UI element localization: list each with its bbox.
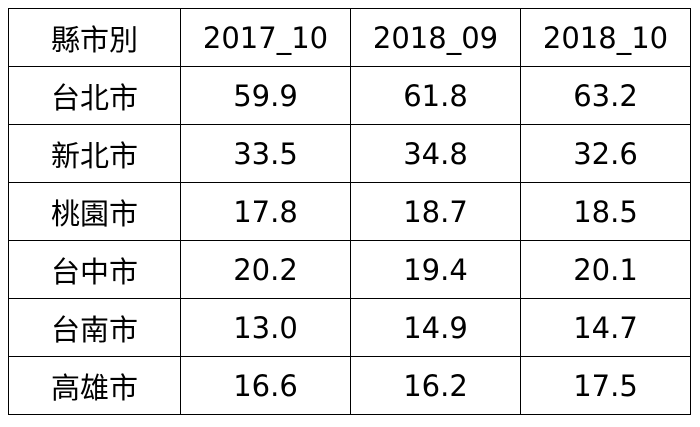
data-table: 縣市別 2017_10 2018_09 2018_10 台北市 59.9 61.8 63.2… <box>8 8 691 415</box>
value-cell: 14.9 <box>350 298 521 357</box>
value-cell: 19.4 <box>350 240 521 299</box>
table-row: 台中市 20.2 19.4 20.1 <box>8 240 691 299</box>
header-cell: 2017_10 <box>180 8 351 67</box>
value-cell: 20.1 <box>520 240 691 299</box>
table-row: 台南市 13.0 14.9 14.7 <box>8 298 691 357</box>
value-cell: 18.7 <box>350 182 521 241</box>
value-cell: 59.9 <box>180 66 351 125</box>
value-cell: 17.8 <box>180 182 351 241</box>
value-cell: 13.0 <box>180 298 351 357</box>
header-cell: 縣市別 <box>8 8 181 67</box>
value-cell: 63.2 <box>520 66 691 125</box>
header-cell: 2018_09 <box>350 8 521 67</box>
table-container: 縣市別 2017_10 2018_09 2018_10 台北市 59.9 61.8 63.2… <box>8 8 691 415</box>
value-cell: 61.8 <box>350 66 521 125</box>
row-label: 高雄市 <box>8 356 181 415</box>
value-cell: 16.6 <box>180 356 351 415</box>
table-row: 台北市 59.9 61.8 63.2 <box>8 66 691 125</box>
row-label: 台中市 <box>8 240 181 299</box>
table-body: 台北市 59.9 61.8 63.2 新北市 33.5 34.8 32.6 桃園市 17.8 18.… <box>8 66 691 415</box>
table-row: 高雄市 16.6 16.2 17.5 <box>8 356 691 415</box>
value-cell: 20.2 <box>180 240 351 299</box>
value-cell: 32.6 <box>520 124 691 183</box>
value-cell: 14.7 <box>520 298 691 357</box>
value-cell: 16.2 <box>350 356 521 415</box>
row-label: 桃園市 <box>8 182 181 241</box>
value-cell: 17.5 <box>520 356 691 415</box>
table-row: 新北市 33.5 34.8 32.6 <box>8 124 691 183</box>
value-cell: 33.5 <box>180 124 351 183</box>
value-cell: 18.5 <box>520 182 691 241</box>
header-cell: 2018_10 <box>520 8 691 67</box>
table-header: 縣市別 2017_10 2018_09 2018_10 <box>8 8 691 67</box>
row-label: 新北市 <box>8 124 181 183</box>
row-label: 台南市 <box>8 298 181 357</box>
value-cell: 34.8 <box>350 124 521 183</box>
row-label: 台北市 <box>8 66 181 125</box>
header-row: 縣市別 2017_10 2018_09 2018_10 <box>8 8 691 67</box>
table-row: 桃園市 17.8 18.7 18.5 <box>8 182 691 241</box>
